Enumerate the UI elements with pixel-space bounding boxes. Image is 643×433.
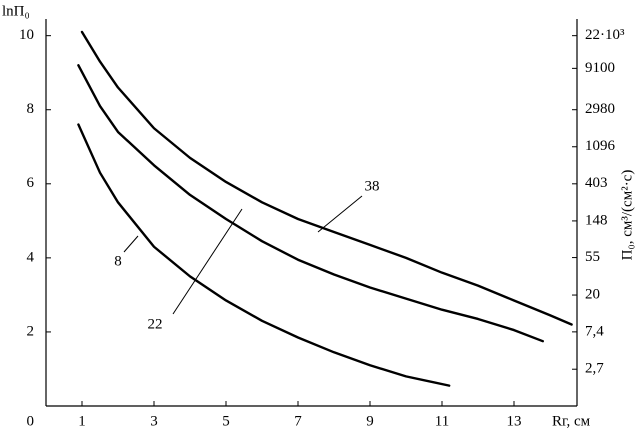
x-tick-label: 3 (150, 413, 158, 429)
y2-tick-label: 9100 (585, 60, 615, 76)
x-tick-label: 5 (222, 413, 230, 429)
y2-tick-label: 22·10³ (585, 27, 625, 43)
x-tick-label: 1 (78, 413, 86, 429)
y2-tick-label: 7,4 (585, 323, 604, 339)
x-tick-label: 13 (507, 413, 522, 429)
y-tick-label: 8 (27, 101, 35, 117)
y2-tick-label: 1096 (585, 138, 616, 154)
x-tick-label: 11 (435, 413, 449, 429)
y-tick-label: 4 (27, 249, 35, 265)
y2-tick-label: 2980 (585, 101, 615, 117)
data-line (80, 30, 573, 326)
leader-line (317, 195, 363, 233)
y-tick-label: 2 (27, 323, 35, 339)
series-label: 8 (114, 253, 122, 269)
x-tick-label: 9 (366, 413, 374, 429)
y-tick-label: 6 (27, 175, 35, 191)
y2-tick-label: 2,7 (585, 361, 604, 377)
series-label: 38 (365, 178, 380, 194)
y-axis-title: lnП₀ (2, 3, 30, 19)
leader-line (172, 208, 243, 315)
x-axis-title: Rг, см (552, 413, 591, 429)
y-tick-label: 0 (27, 413, 35, 429)
series-label: 22 (148, 316, 163, 332)
y2-tick-label: 20 (585, 286, 600, 302)
y2-tick-label: 55 (585, 249, 600, 265)
y2-axis-title: П₀, см³/(см²·с) (619, 170, 635, 261)
x-tick-label: 7 (294, 413, 302, 429)
y2-tick-label: 403 (585, 175, 608, 191)
y-tick-label: 10 (19, 27, 34, 43)
data-line (77, 123, 451, 387)
y2-tick-label: 148 (585, 212, 608, 228)
data-line (77, 64, 544, 343)
leader-line (123, 235, 139, 253)
